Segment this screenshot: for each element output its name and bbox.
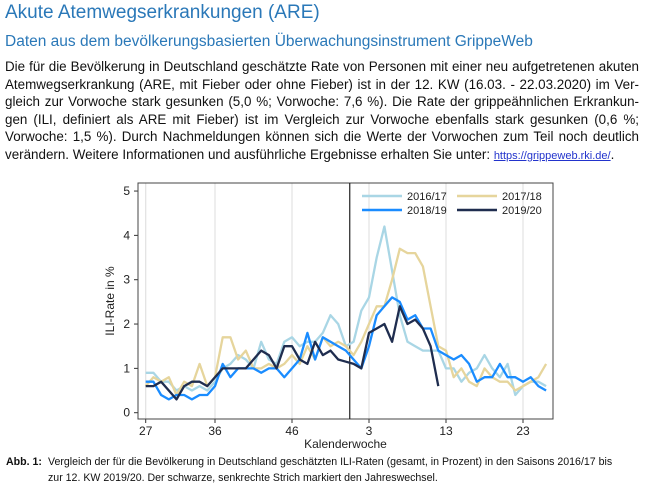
caption-label: Abb. 1:: [6, 456, 42, 468]
x-tick-label: 36: [208, 424, 222, 438]
caption-line1: Vergleich der für die Bevölkerung in Deu…: [48, 456, 613, 468]
series-line-2018-19: [145, 296, 547, 401]
y-tick-label: 0: [123, 406, 130, 420]
caption-line2: zur 12. KW 2019/20. Der schwarze, senkre…: [48, 472, 438, 484]
y-tick-label: 5: [123, 184, 130, 198]
paragraph-line: Atemwegserkrankung (ARE, mit Fieber oder…: [5, 76, 639, 92]
grippeweb-link[interactable]: https://grippeweb.rki.de/: [493, 149, 611, 162]
series-line-2017-18: [144, 247, 548, 397]
paragraph-line: Die für die Bevölkerung in Deutschland g…: [5, 59, 639, 74]
series-line-2019-20: [145, 305, 440, 401]
x-tick-label: 46: [285, 424, 299, 438]
legend-label: 2018/19: [407, 205, 447, 217]
paragraph-line-last: verändern. Weitere Informationen und aus…: [5, 146, 639, 166]
x-tick-label: 23: [516, 424, 530, 438]
paragraph-line: Vorwoche: 1,5 %). Durch Nachmeldungen kö…: [5, 129, 639, 145]
y-tick-label: 3: [123, 273, 130, 287]
link-suffix: .: [610, 146, 615, 162]
paragraph-line: gen (ILI, definiert als ARE mit Fieber) …: [5, 111, 639, 127]
y-axis-label: ILI-Rate in %: [103, 266, 117, 336]
plot-frame: [137, 182, 554, 420]
paragraph-text: verändern. Weitere Informationen und aus…: [5, 146, 494, 162]
x-tick-label: 27: [139, 424, 153, 438]
paragraph-line: gleich zur Vorwoche stark gesunken (5,0 …: [5, 94, 639, 110]
x-tick-label: 13: [439, 424, 453, 438]
legend-label: 2019/20: [502, 205, 542, 217]
figure-caption: Abb. 1: Vergleich der für die Bevölkerung…: [6, 454, 646, 486]
summary-paragraph: Die für die Bevölkerung in Deutschland g…: [5, 58, 639, 166]
x-axis-label: Kalenderwoche: [304, 437, 387, 450]
page-title: Akute Atemwegserkrankungen (ARE): [5, 2, 320, 23]
y-tick-label: 1: [123, 361, 130, 375]
legend-label: 2017/18: [502, 191, 542, 203]
legend-label: 2016/17: [407, 191, 447, 203]
page-subtitle: Daten aus dem bevölkerungsbasierten Über…: [5, 33, 533, 50]
x-tick-label: 3: [366, 424, 373, 438]
y-tick-label: 2: [123, 317, 130, 331]
y-tick-label: 4: [123, 228, 130, 242]
